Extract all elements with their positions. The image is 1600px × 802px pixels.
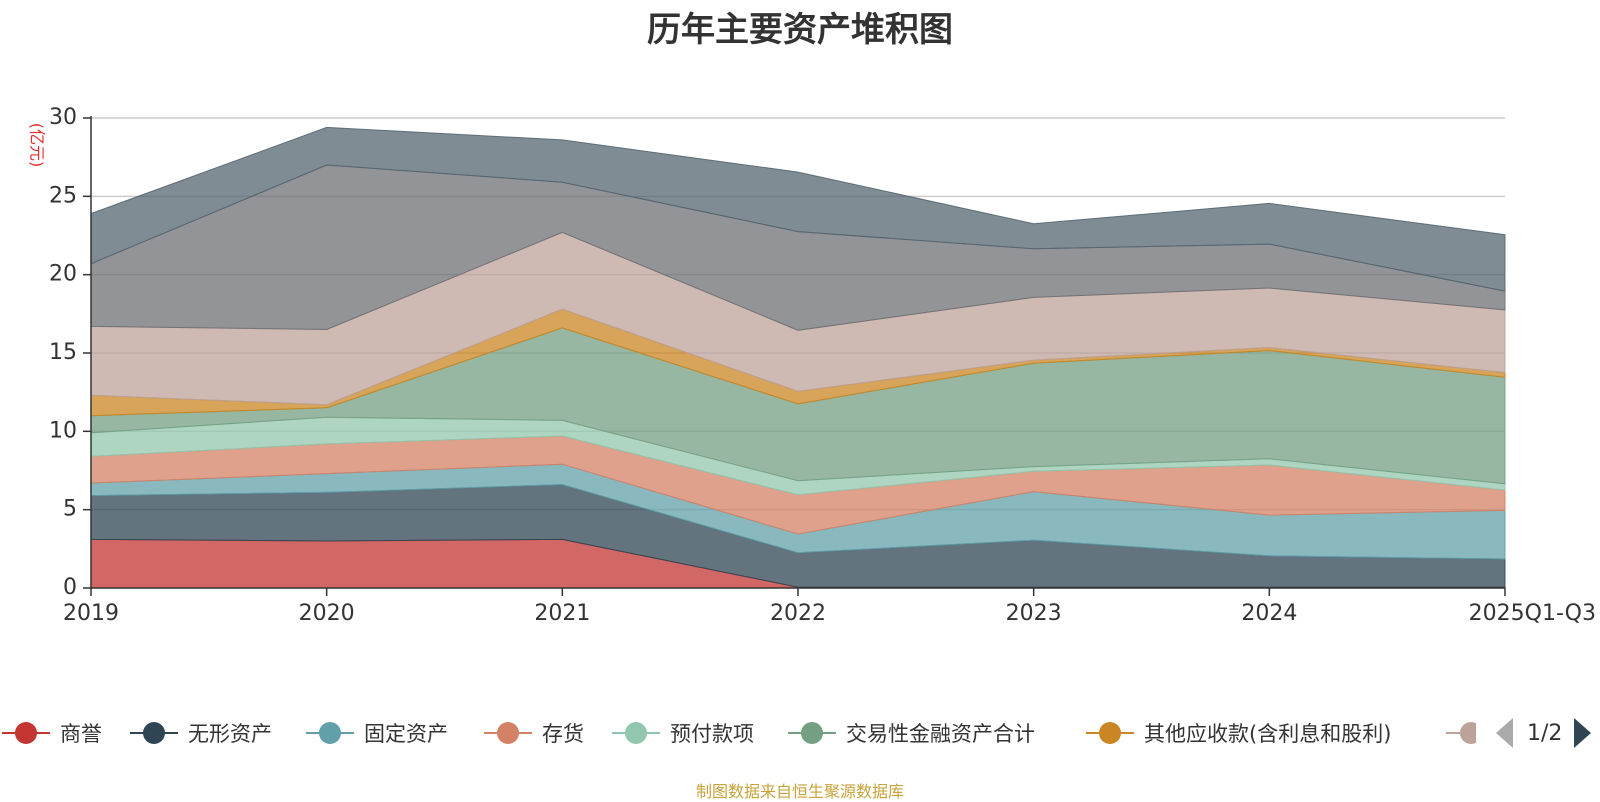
chart-title: 历年主要资产堆积图 <box>647 10 953 50</box>
legend-dot <box>1460 722 1476 744</box>
legend-line <box>1446 732 1466 734</box>
legend-item-inventory[interactable]: 存货 <box>484 716 584 750</box>
y-tick-label: 5 <box>63 497 77 522</box>
legend-label: 预付款项 <box>670 722 754 746</box>
legend-label: 交易性金融资产合计 <box>846 722 1035 746</box>
legend-page-indicator: 1/2 <box>1527 720 1563 746</box>
legend-item-intangible-assets[interactable]: 无形资产 <box>130 716 272 750</box>
legend-dot <box>801 722 823 744</box>
legend-pager: 1/2 <box>1496 716 1592 750</box>
legend-label: 其他应收款(含利息和股利) <box>1144 722 1392 746</box>
x-tick-label: 2019 <box>63 601 119 626</box>
y-axis-label: (亿元) <box>28 123 47 168</box>
legend-item-other-receivables[interactable]: 其他应收款(含利息和股利) <box>1086 716 1391 750</box>
legend-marker-icon <box>2 716 50 750</box>
legend-dot <box>1099 722 1121 744</box>
chart-plot: 0 5 10 15 20 25 30 2019 2020 2021 2022 2023 2024 2025… <box>28 105 1597 626</box>
y-tick-label: 30 <box>49 105 77 130</box>
legend-label: 无形资产 <box>188 722 272 746</box>
legend-label: 商誉 <box>60 722 102 746</box>
x-tick-label: 2023 <box>1006 601 1062 626</box>
y-tick-label: 10 <box>49 418 77 443</box>
legend-marker-icon <box>1446 716 1476 750</box>
y-tick-label: 0 <box>63 575 77 600</box>
legend-item-fixed-assets[interactable]: 固定资产 <box>306 716 448 750</box>
legend-marker-icon <box>130 716 178 750</box>
legend-dot <box>497 722 519 744</box>
next-page-icon[interactable] <box>1574 718 1592 748</box>
y-tick-label: 20 <box>49 262 77 287</box>
legend-marker-icon <box>306 716 354 750</box>
series-area-9 <box>90 126 1506 292</box>
source-note: 制图数据来自恒生聚源数据库 <box>695 782 904 801</box>
legend-marker-icon <box>484 716 532 750</box>
legend-marker-icon <box>612 716 660 750</box>
legend-dot <box>625 722 647 744</box>
legend-label: 固定资产 <box>364 722 448 746</box>
legend-item-truncated[interactable] <box>1446 716 1486 750</box>
legend-item-trading-financial-assets[interactable]: 交易性金融资产合计 <box>788 716 1035 750</box>
x-tick-label: 2024 <box>1241 601 1297 626</box>
y-tick-label: 15 <box>49 340 77 365</box>
legend-label: 存货 <box>542 722 584 746</box>
legend-dot <box>319 722 341 744</box>
legend-item-prepayments[interactable]: 预付款项 <box>612 716 754 750</box>
legend-dot <box>143 722 165 744</box>
area-layer <box>90 126 1506 589</box>
x-tick-label: 2025Q1-Q3 <box>1469 601 1596 626</box>
tick-layer: 0 5 10 15 20 25 30 2019 2020 2021 2022 2023 2024 2025… <box>49 105 1596 626</box>
legend-marker-icon <box>1086 716 1134 750</box>
axis-layer <box>83 116 1506 596</box>
x-tick-label: 2022 <box>770 601 826 626</box>
legend-dot <box>15 722 37 744</box>
legend: 商誉 无形资产 固定资产 存货 预付款项 交易性金融资产合计 其他应收款(含利息… <box>0 716 1600 750</box>
legend-marker-icon <box>788 716 836 750</box>
y-tick-label: 25 <box>49 183 77 208</box>
legend-item-goodwill[interactable]: 商誉 <box>2 716 102 750</box>
x-tick-label: 2021 <box>534 601 590 626</box>
x-tick-label: 2020 <box>299 601 355 626</box>
prev-page-icon[interactable] <box>1496 718 1513 748</box>
